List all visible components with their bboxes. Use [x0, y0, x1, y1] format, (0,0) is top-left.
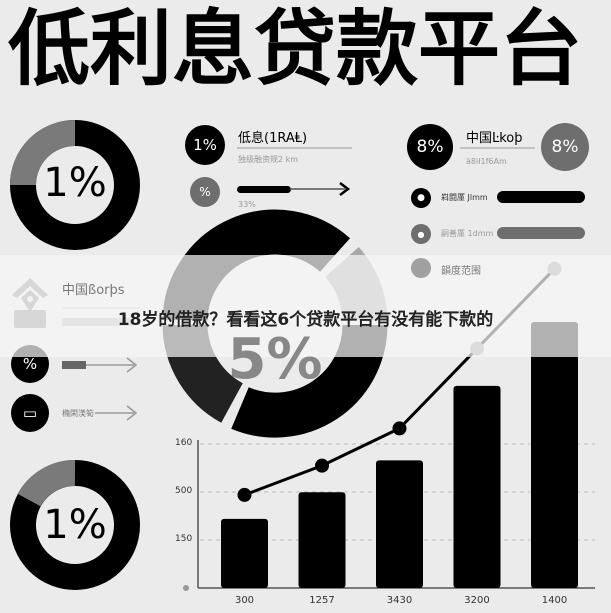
donut-center-label: 5% [227, 327, 323, 392]
caption-text: 18岁的借款？看看这6个贷款平台有没有能下款的 [117, 310, 494, 330]
x-tick-label: 1257 [309, 595, 335, 606]
stat-left-heading: 低息(1RAⱠ) [238, 131, 308, 146]
bar [376, 460, 423, 588]
y-tick-label: 500 [175, 486, 193, 496]
x-tick-label: 3200 [464, 595, 490, 606]
progress-bar-fill [237, 186, 291, 193]
donut-bottom-left-label: 1% [43, 502, 107, 548]
right-row-label: 嗣善厪 1dmm [441, 229, 494, 238]
line-point [392, 421, 407, 436]
right-row-bar-2 [497, 227, 585, 239]
donut-top-left-label: 1% [43, 160, 107, 206]
page-title: 低利息贷款平台 [8, 2, 583, 97]
donut-top-left [10, 120, 140, 250]
x-tick-label: 300 [234, 595, 255, 606]
caption-overlay [0, 255, 611, 357]
bar [453, 385, 501, 588]
stat-right-sub: ä8ił1f6Am [466, 157, 507, 166]
left-row-label: 中国ßorþs [62, 283, 125, 298]
y-tick-label: 150 [175, 534, 193, 544]
arrow-right-icon [126, 405, 138, 421]
rate-badge-right: 8% [407, 124, 453, 170]
arrow-right-icon [339, 182, 351, 196]
x-tick-label: 3430 [386, 595, 413, 606]
progress-label: 33% [238, 200, 256, 209]
right-row-bar-1 [497, 191, 585, 203]
bar [221, 518, 268, 588]
right-row-label: 韻度范围 [441, 266, 481, 277]
rate-badge-gray: 8% [541, 123, 589, 171]
y-tick-label: 160 [175, 438, 193, 448]
bar [298, 492, 346, 588]
left-row-bar [62, 361, 86, 369]
donut-bottom-left [10, 459, 140, 590]
rate-badge: 1% [185, 125, 225, 165]
monitor-icon: ▭ [11, 394, 49, 432]
bar [531, 322, 578, 588]
info-icon: ● [411, 224, 431, 244]
bar-chart [183, 261, 595, 591]
x-tick-label: 1400 [541, 595, 568, 606]
stat-left-sub: 独级融资规2 km [238, 155, 299, 164]
stat-right-heading: 中国Ŀkoþ [466, 131, 523, 146]
line-point [237, 487, 252, 502]
percent-badge: % [190, 177, 220, 207]
right-row-label: 嵙闘厪 Jlmm [441, 193, 488, 202]
arrow-right-icon [126, 357, 138, 373]
left-row-label: 橢閑渼筍 [62, 409, 94, 418]
user-icon: ● [411, 188, 431, 208]
dot-icon [411, 258, 431, 278]
line-point [315, 458, 329, 473]
